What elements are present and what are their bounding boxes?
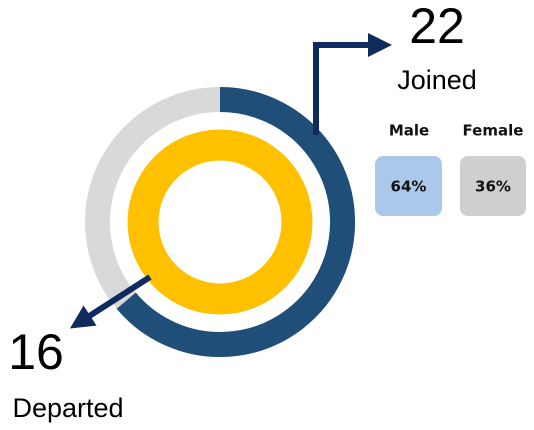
joined-arrow xyxy=(313,33,392,135)
male-header: Male xyxy=(389,122,429,140)
female-percent: 36% xyxy=(475,178,511,196)
joined-label: Joined xyxy=(397,65,477,95)
joined-count: 22 xyxy=(409,0,465,54)
male-box xyxy=(375,156,442,216)
departed-count: 16 xyxy=(8,324,64,380)
female-box xyxy=(460,156,526,216)
male-percent: 64% xyxy=(391,178,427,196)
departed-label: Departed xyxy=(12,393,123,423)
inner-ring xyxy=(127,129,313,315)
outer-ring-arc xyxy=(116,87,356,357)
departed-arrow xyxy=(69,274,152,329)
female-header: Female xyxy=(463,122,524,140)
